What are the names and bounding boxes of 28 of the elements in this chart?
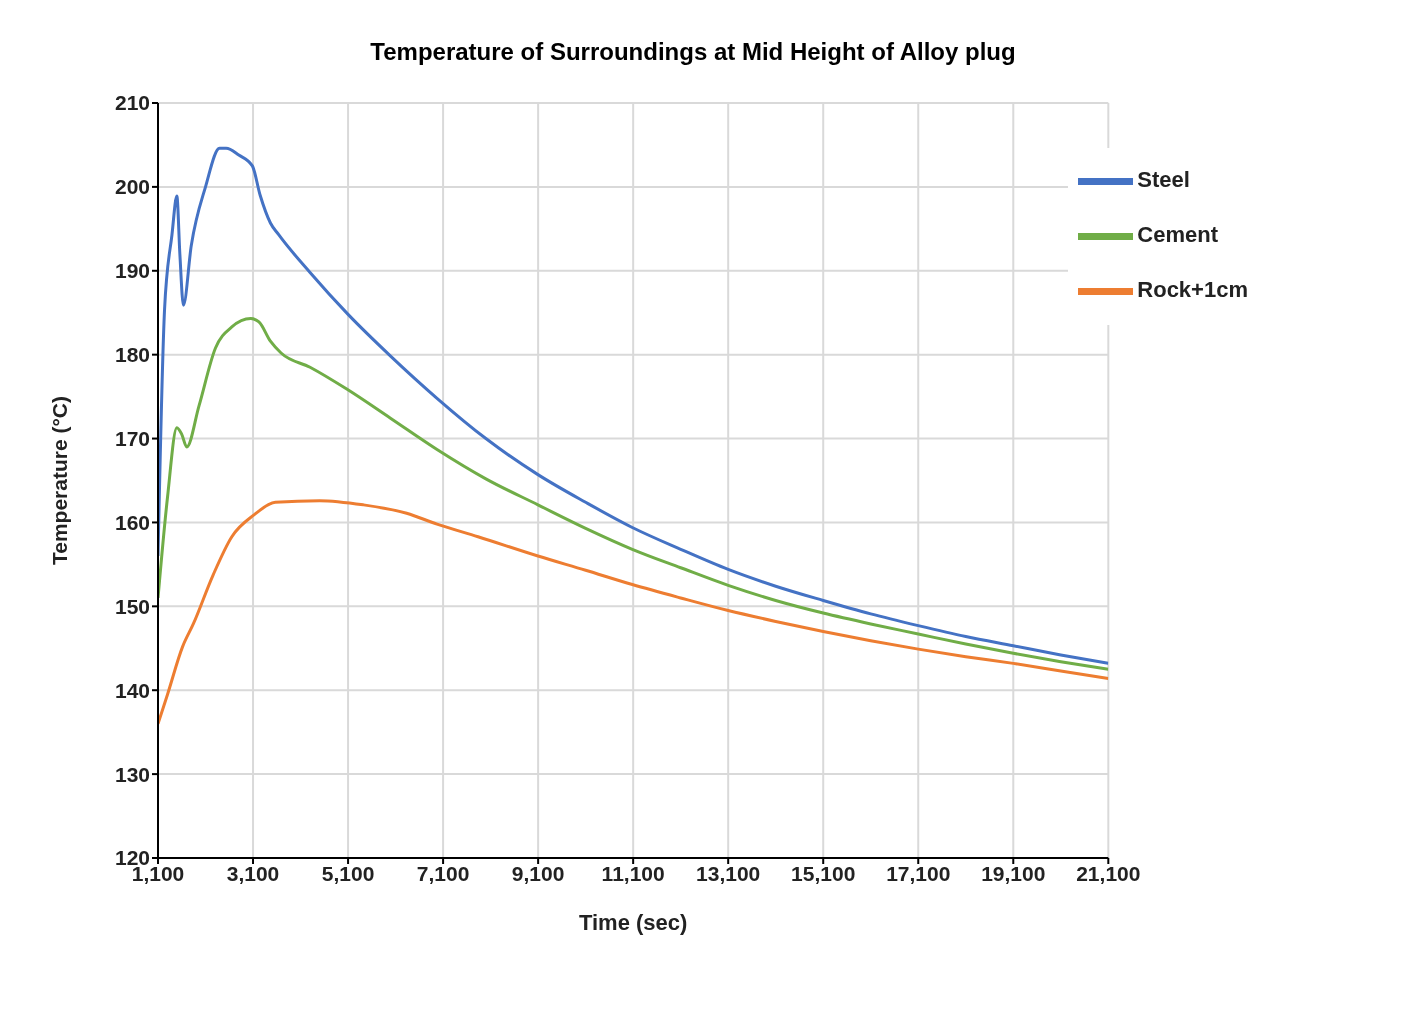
x-tick-label: 3,100 (226, 861, 280, 885)
y-tick-label: 140 (114, 678, 150, 702)
line-series (158, 146, 1109, 665)
x-tick-label: 9,100 (511, 861, 565, 885)
y-tick-label: 210 (114, 91, 150, 115)
legend-label: Cement (1137, 222, 1218, 248)
x-tick-label: 21,100 (1076, 861, 1141, 885)
line-series (158, 317, 1109, 671)
y-tick-label: 150 (114, 594, 150, 618)
legend-label: Rock+1cm (1137, 277, 1248, 303)
x-tick-label: 7,100 (416, 861, 470, 885)
y-tick-label: 180 (114, 343, 150, 367)
legend-label: Steel (1137, 167, 1190, 193)
y-tick-label: 130 (114, 762, 150, 786)
x-tick-label: 5,100 (321, 861, 375, 885)
x-tick-label: 11,100 (601, 861, 665, 885)
line-series (158, 499, 1109, 726)
x-tick-label: 15,100 (791, 861, 856, 885)
y-tick-label: 190 (114, 259, 150, 283)
x-tick-label: 13,100 (696, 861, 761, 885)
x-tick-label: 19,100 (981, 861, 1046, 885)
y-tick-label: 170 (114, 427, 150, 451)
y-axis-title: Temperature (°C) (48, 395, 72, 566)
y-tick-label: 200 (114, 175, 150, 199)
y-tick-label: 160 (114, 510, 150, 534)
chart-title: Temperature of Surroundings at Mid Height of Alloy plug (369, 38, 1017, 66)
x-tick-label: 17,100 (886, 861, 951, 885)
x-axis-title: Time (sec) (578, 910, 688, 935)
